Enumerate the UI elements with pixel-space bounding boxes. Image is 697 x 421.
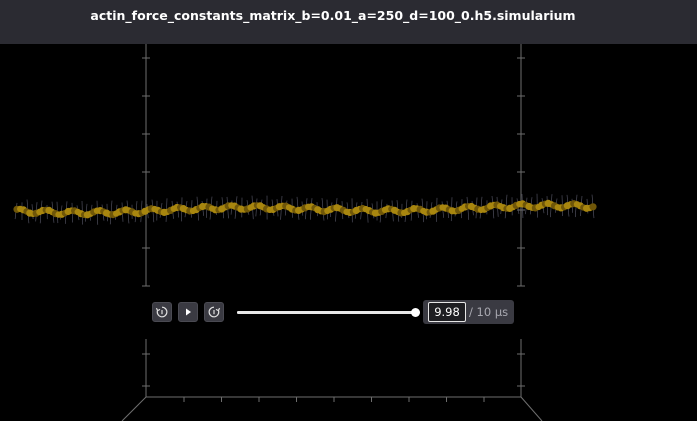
time-slider[interactable] bbox=[237, 308, 420, 317]
step-back-icon bbox=[155, 306, 168, 318]
current-time-input[interactable] bbox=[428, 302, 466, 322]
total-time-label: / 10 μs bbox=[469, 305, 509, 319]
step-forward-icon bbox=[208, 306, 221, 318]
playback-controls: / 10 μs bbox=[152, 300, 514, 324]
actin-fiber bbox=[13, 193, 597, 225]
time-display: / 10 μs bbox=[423, 300, 514, 324]
step-back-button[interactable] bbox=[152, 302, 172, 322]
box-edge-bottom-left-perspective bbox=[121, 396, 147, 421]
title-bar: actin_force_constants_matrix_b=0.01_a=25… bbox=[0, 0, 697, 44]
play-icon bbox=[186, 308, 191, 316]
time-slider-thumb[interactable] bbox=[410, 308, 420, 317]
play-button[interactable] bbox=[178, 302, 198, 322]
fiber-bead bbox=[589, 203, 597, 211]
3d-viewport[interactable] bbox=[0, 44, 697, 421]
file-title: actin_force_constants_matrix_b=0.01_a=25… bbox=[90, 8, 576, 23]
bounding-box bbox=[121, 44, 543, 421]
box-edge-bottom-right-perspective bbox=[520, 396, 543, 421]
scene-canvas[interactable] bbox=[0, 44, 697, 421]
step-forward-button[interactable] bbox=[204, 302, 224, 322]
time-slider-fill bbox=[237, 311, 415, 314]
